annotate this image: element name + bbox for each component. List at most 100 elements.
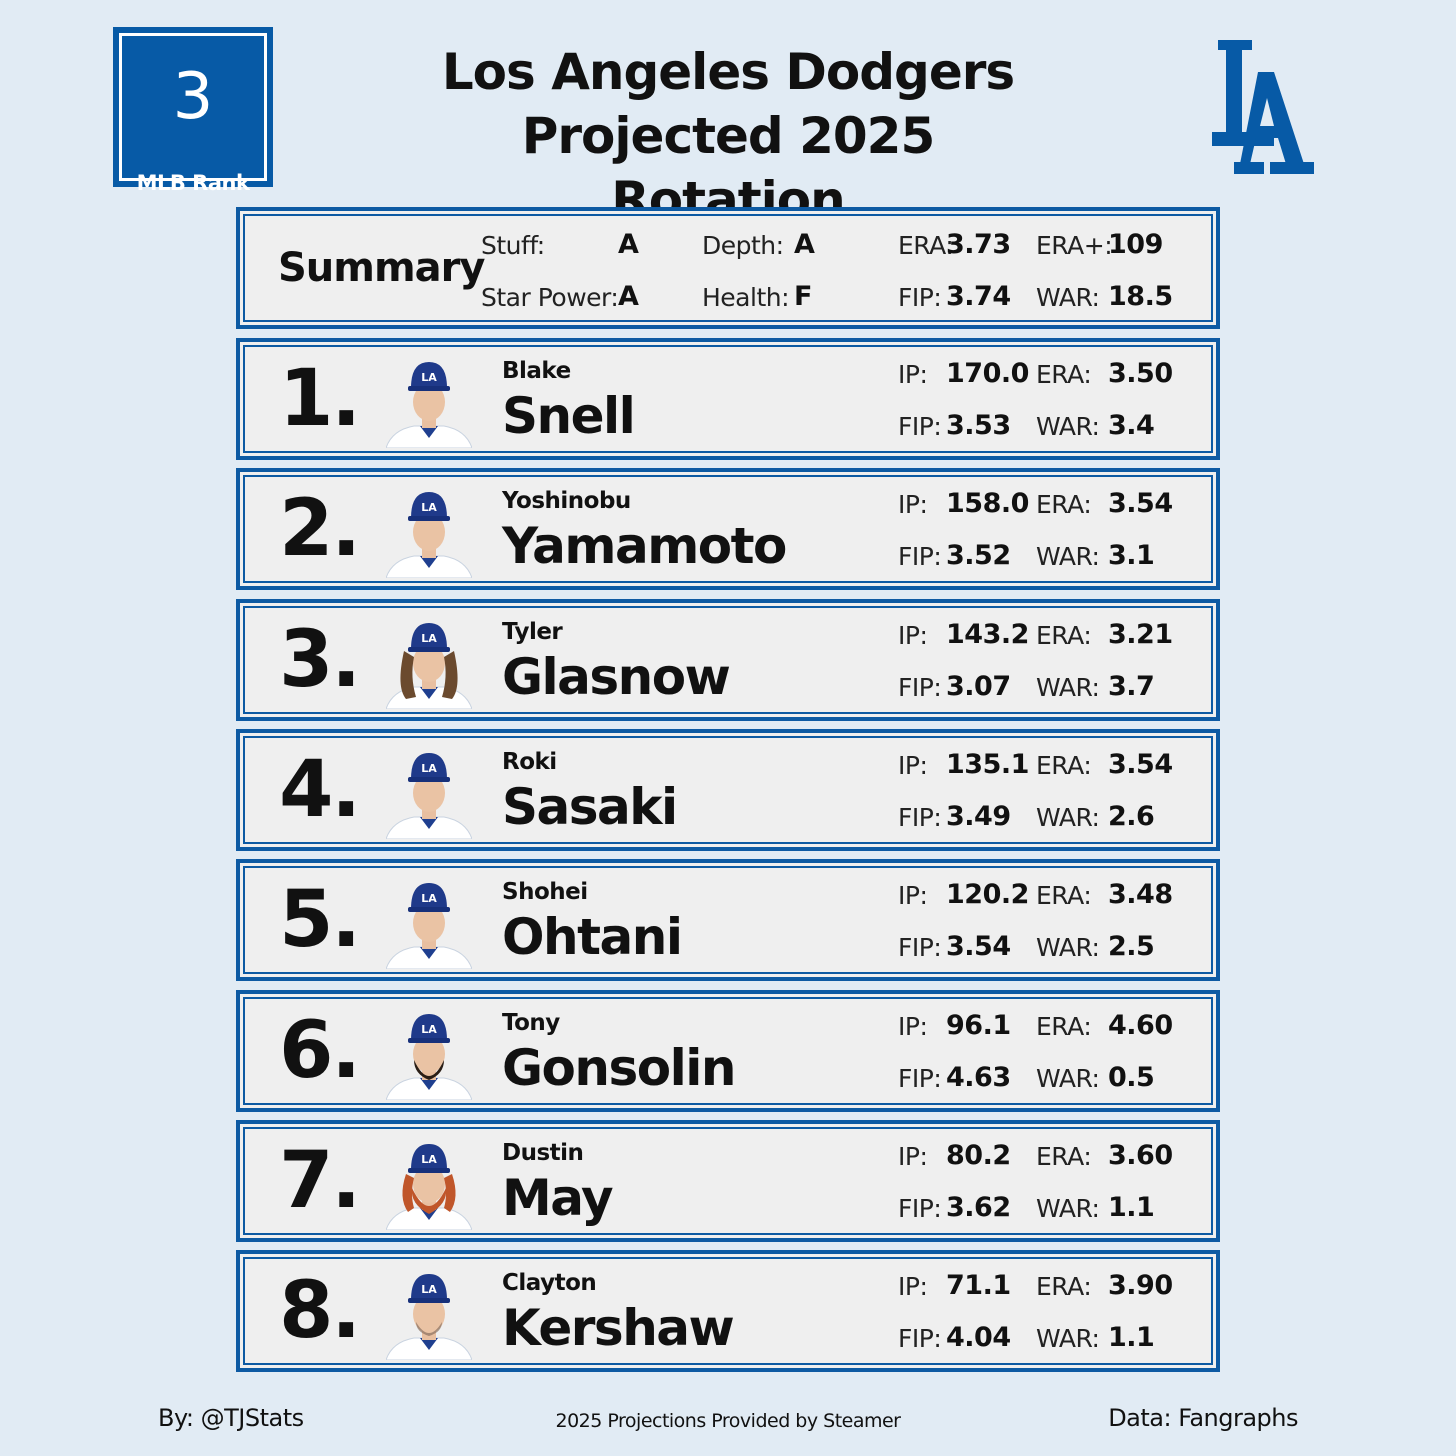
player-last-name: Ohtani xyxy=(502,908,683,966)
player-first-name: Dustin xyxy=(502,1140,584,1166)
era-label: ERA: xyxy=(1036,1272,1092,1301)
ip-label: IP: xyxy=(898,360,928,389)
war-value: 3.7 xyxy=(1108,671,1155,702)
fip-label: FIP: xyxy=(898,933,942,962)
player-card: 5. LA Shohei Ohtani IP: 120.2 FIP: 3.54 … xyxy=(236,859,1220,981)
svg-text:LA: LA xyxy=(421,1023,437,1036)
player-rank: 4. xyxy=(279,745,361,835)
era-value: 4.60 xyxy=(1108,1010,1173,1041)
war-value: 1.1 xyxy=(1108,1192,1155,1223)
svg-text:LA: LA xyxy=(421,892,437,905)
player-headshot-icon: LA xyxy=(386,1144,472,1230)
fip-value: 4.04 xyxy=(946,1322,1011,1353)
page-title: Los Angeles Dodgers Projected 2025 Rotat… xyxy=(400,40,1056,232)
player-headshot-icon: LA xyxy=(386,623,472,709)
svg-text:LA: LA xyxy=(421,1283,437,1296)
player-first-name: Tyler xyxy=(502,619,563,645)
ip-label: IP: xyxy=(898,1012,928,1041)
era-value: 3.50 xyxy=(1108,358,1173,389)
summary-war-value: 18.5 xyxy=(1108,281,1173,312)
war-value: 0.5 xyxy=(1108,1062,1155,1093)
player-first-name: Blake xyxy=(502,358,571,384)
era-value: 3.60 xyxy=(1108,1140,1173,1171)
mlb-rank-label: MLB Rank xyxy=(136,171,250,195)
ip-label: IP: xyxy=(898,751,928,780)
ip-value: 170.0 xyxy=(946,358,1029,389)
player-last-name: May xyxy=(502,1169,614,1227)
player-rank: 7. xyxy=(279,1136,361,1226)
player-card: 8. LA Clayton Kershaw IP: 71.1 FIP: 4.04… xyxy=(236,1250,1220,1372)
player-last-name: Sasaki xyxy=(502,778,678,836)
fip-label: FIP: xyxy=(898,673,942,702)
summary-era-value: 3.73 xyxy=(946,229,1011,260)
ip-value: 158.0 xyxy=(946,488,1029,519)
fip-value: 3.49 xyxy=(946,801,1011,832)
fip-label: FIP: xyxy=(898,1324,942,1353)
fip-label: FIP: xyxy=(898,1194,942,1223)
fip-label: FIP: xyxy=(898,412,942,441)
player-first-name: Roki xyxy=(502,749,557,775)
ip-value: 80.2 xyxy=(946,1140,1011,1171)
mlb-rank-badge: 3 MLB Rank xyxy=(113,27,273,195)
player-card: 7. LA Dustin May IP: 80.2 FIP: 3.62 ERA:… xyxy=(236,1120,1220,1242)
depth-label: Depth: xyxy=(702,231,784,260)
ip-value: 135.1 xyxy=(946,749,1029,780)
svg-text:LA: LA xyxy=(421,762,437,775)
health-value: F xyxy=(794,281,812,312)
war-label: WAR: xyxy=(1036,1064,1100,1093)
fip-value: 4.63 xyxy=(946,1062,1011,1093)
summary-fip-value: 3.74 xyxy=(946,281,1011,312)
era-label: ERA: xyxy=(1036,1142,1092,1171)
ip-label: IP: xyxy=(898,490,928,519)
war-value: 1.1 xyxy=(1108,1322,1155,1353)
ip-value: 143.2 xyxy=(946,619,1029,650)
era-value: 3.48 xyxy=(1108,879,1173,910)
player-headshot-icon: LA xyxy=(386,492,472,578)
fip-value: 3.07 xyxy=(946,671,1011,702)
svg-text:LA: LA xyxy=(421,371,437,384)
star-power-value: A xyxy=(618,281,639,312)
player-first-name: Tony xyxy=(502,1010,560,1036)
player-headshot-icon: LA xyxy=(386,1274,472,1360)
era-value: 3.54 xyxy=(1108,749,1173,780)
fip-value: 3.52 xyxy=(946,540,1011,571)
stuff-value: A xyxy=(618,229,639,260)
player-headshot-icon: LA xyxy=(386,883,472,969)
ip-value: 96.1 xyxy=(946,1010,1011,1041)
player-card: 1. LA Blake Snell IP: 170.0 FIP: 3.53 ER… xyxy=(236,338,1220,460)
ip-value: 120.2 xyxy=(946,879,1029,910)
war-label: WAR: xyxy=(1036,933,1100,962)
svg-text:LA: LA xyxy=(421,632,437,645)
ip-value: 71.1 xyxy=(946,1270,1011,1301)
era-label: ERA: xyxy=(1036,360,1092,389)
summary-fip-label: FIP: xyxy=(898,283,942,312)
title-line-1: Los Angeles Dodgers xyxy=(441,43,1015,101)
war-value: 3.1 xyxy=(1108,540,1155,571)
ip-label: IP: xyxy=(898,1272,928,1301)
summary-card: Summary Stuff: A Star Power: A Depth: A … xyxy=(236,207,1220,329)
depth-value: A xyxy=(794,229,815,260)
player-rank: 3. xyxy=(279,615,361,705)
era-label: ERA: xyxy=(1036,751,1092,780)
war-label: WAR: xyxy=(1036,673,1100,702)
war-label: WAR: xyxy=(1036,1324,1100,1353)
player-rank: 1. xyxy=(279,354,361,444)
fip-value: 3.53 xyxy=(946,410,1011,441)
stuff-label: Stuff: xyxy=(481,231,545,260)
star-power-label: Star Power: xyxy=(481,283,619,312)
fip-label: FIP: xyxy=(898,803,942,832)
fip-value: 3.62 xyxy=(946,1192,1011,1223)
player-headshot-icon: LA xyxy=(386,753,472,839)
era-value: 3.21 xyxy=(1108,619,1173,650)
player-card: 6. LA Tony Gonsolin IP: 96.1 FIP: 4.63 E… xyxy=(236,990,1220,1112)
summary-era-label: ERA: xyxy=(898,231,954,260)
ip-label: IP: xyxy=(898,881,928,910)
player-last-name: Yamamoto xyxy=(502,517,787,575)
era-value: 3.54 xyxy=(1108,488,1173,519)
war-value: 3.4 xyxy=(1108,410,1155,441)
svg-text:LA: LA xyxy=(421,1153,437,1166)
author-credit: By: @TJStats xyxy=(158,1404,304,1432)
svg-text:LA: LA xyxy=(421,501,437,514)
war-value: 2.6 xyxy=(1108,801,1155,832)
player-headshot-icon: LA xyxy=(386,1014,472,1100)
